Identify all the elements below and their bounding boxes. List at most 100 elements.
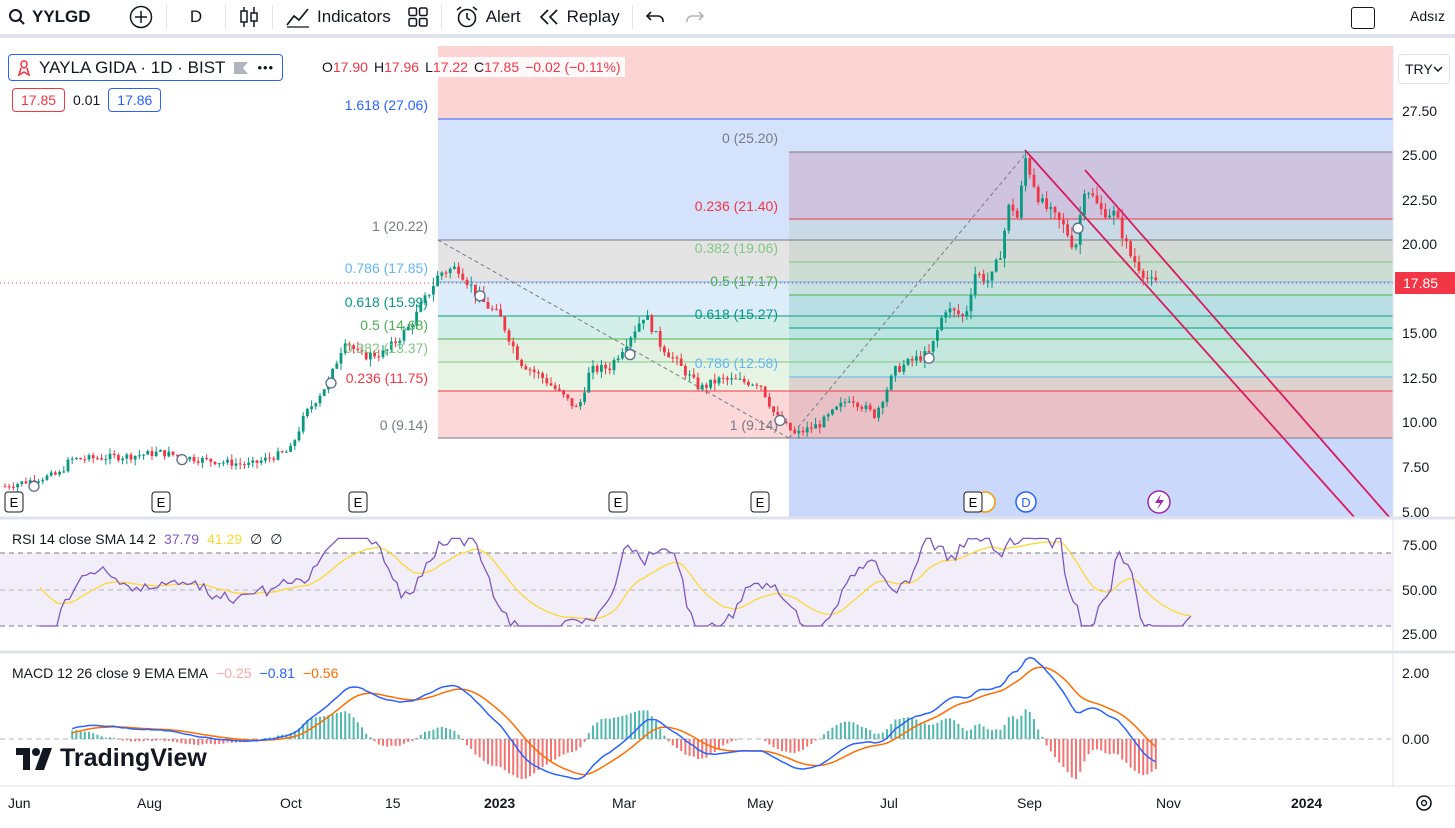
candle-body: [776, 412, 780, 416]
candle-body: [188, 456, 192, 460]
macd-histogram-bar: [382, 739, 384, 746]
flag-icon[interactable]: [233, 61, 249, 75]
candle-body: [940, 317, 943, 331]
candle-body: [264, 457, 267, 461]
news-marker[interactable]: [176, 453, 188, 466]
macd-histogram-bar: [529, 739, 531, 777]
macd-histogram-bar: [184, 739, 187, 745]
time-axis[interactable]: Jun Aug Oct 15 2023 Mar May Jul Sep Nov …: [8, 795, 1322, 811]
fib2-zone-786: [789, 328, 1393, 377]
macd-histogram-bar: [88, 731, 90, 739]
candle-body: [927, 351, 931, 353]
symbol-search-button[interactable]: YYLGD: [0, 0, 120, 36]
news-marker[interactable]: [325, 377, 337, 389]
currency-selector[interactable]: TRY: [1398, 54, 1450, 84]
news-marker[interactable]: [923, 352, 935, 364]
low-value: 17.22: [432, 59, 468, 75]
dividend-marker[interactable]: D: [1015, 491, 1037, 513]
candle-body: [112, 453, 116, 456]
redo-button[interactable]: [675, 0, 713, 36]
candle-body: [763, 386, 767, 397]
candles-icon: [240, 7, 258, 27]
split-marker[interactable]: [1147, 490, 1171, 514]
candle-body: [642, 319, 645, 324]
macd-histogram-bar: [999, 729, 1002, 739]
channel-line-upper[interactable]: [1084, 169, 1391, 518]
macd-histogram-bar: [302, 723, 305, 739]
settings-icon[interactable]: [1416, 795, 1432, 811]
macd-histogram-bar: [592, 725, 594, 739]
spread-value: 0.01: [73, 92, 101, 108]
macd-histogram-bar: [814, 739, 817, 741]
news-marker[interactable]: [774, 414, 786, 427]
candle-body: [713, 379, 717, 384]
macd-histogram-bar: [676, 739, 678, 748]
macd-histogram-bar: [109, 737, 111, 739]
macd-histogram-bar: [142, 739, 145, 742]
news-marker[interactable]: [28, 480, 40, 492]
price-axis[interactable]: 27.50 25.00 22.50 20.00 15.00 12.50 10.0…: [1395, 103, 1455, 747]
replay-button[interactable]: Replay: [529, 0, 628, 36]
macd-histogram-bar: [827, 730, 830, 739]
earnings-marker[interactable]: E: [750, 491, 770, 513]
candle-body: [318, 395, 322, 404]
macd-histogram-bar: [621, 715, 624, 739]
news-marker[interactable]: [624, 348, 636, 361]
compare-button[interactable]: [120, 0, 162, 36]
price-tick: 12.50: [1402, 370, 1437, 386]
sell-price-button[interactable]: 17.85: [12, 88, 66, 112]
macd-histogram-bar: [352, 717, 355, 739]
macd-histogram-bar: [348, 713, 351, 739]
earnings-marker[interactable]: E: [151, 491, 171, 513]
candle-body: [910, 359, 914, 361]
symbol-legend[interactable]: YAYLA GIDA · 1D · BIST •••: [8, 54, 284, 81]
indicators-button[interactable]: Indicators: [277, 0, 399, 36]
more-options-icon[interactable]: •••: [257, 60, 275, 75]
tradingview-logo[interactable]: TradingView: [16, 744, 207, 773]
high-value: 17.96: [384, 59, 420, 75]
macd-histogram-bar: [625, 714, 628, 739]
open-value: 17.90: [332, 59, 368, 75]
candle-body: [138, 455, 141, 457]
candle-body: [961, 314, 964, 316]
earnings-marker[interactable]: E: [348, 491, 368, 513]
candle-body: [423, 295, 427, 304]
candle-body: [549, 383, 553, 386]
earnings-marker[interactable]: E: [4, 491, 24, 513]
grid-icon: [407, 7, 428, 27]
macd-histogram-bar: [285, 734, 288, 739]
macd-histogram-bar: [1121, 739, 1124, 760]
rsi-line: [40, 537, 1192, 628]
macd-legend[interactable]: MACD 12 26 close 9 EMA EMA −0.25 −0.81 −…: [12, 665, 338, 681]
candle-body: [709, 379, 712, 388]
macd-histogram-bar: [545, 739, 548, 765]
divider: [225, 5, 226, 29]
candle-body: [1095, 195, 1099, 204]
layouts-button[interactable]: [399, 0, 437, 36]
candle-body: [1141, 270, 1145, 278]
macd-histogram-bar: [449, 729, 452, 739]
user-menu[interactable]: Adsız: [1409, 8, 1445, 24]
news-marker[interactable]: [474, 290, 486, 302]
undo-button[interactable]: [637, 0, 675, 36]
earnings-marker[interactable]: E: [963, 491, 996, 513]
candle-body: [524, 366, 528, 370]
rsi-legend[interactable]: RSI 14 close SMA 14 2 37.79 41.29 ∅ ∅: [12, 531, 282, 548]
earnings-marker[interactable]: E: [608, 491, 628, 513]
news-marker[interactable]: [1072, 222, 1084, 234]
alert-button[interactable]: Alert: [446, 0, 529, 36]
interval-button[interactable]: D: [171, 0, 221, 36]
earnings-marker-label: E: [354, 495, 363, 510]
candle-body: [243, 464, 246, 466]
macd-histogram-bar: [768, 739, 771, 745]
fullscreen-button[interactable]: [1351, 7, 1375, 29]
macd-histogram-bar: [1154, 739, 1157, 770]
candle-body: [978, 273, 981, 275]
candle-body: [1091, 193, 1095, 196]
chart-type-button[interactable]: [230, 0, 268, 36]
candle-body: [994, 259, 998, 272]
chart-canvas[interactable]: 1.618 (27.06) 1 (20.22) 0.786 (17.85) 0.…: [0, 42, 1455, 828]
buy-price-button[interactable]: 17.86: [108, 88, 162, 112]
macd-histogram-bar: [1087, 739, 1090, 755]
macd-histogram-bar: [1003, 724, 1006, 739]
